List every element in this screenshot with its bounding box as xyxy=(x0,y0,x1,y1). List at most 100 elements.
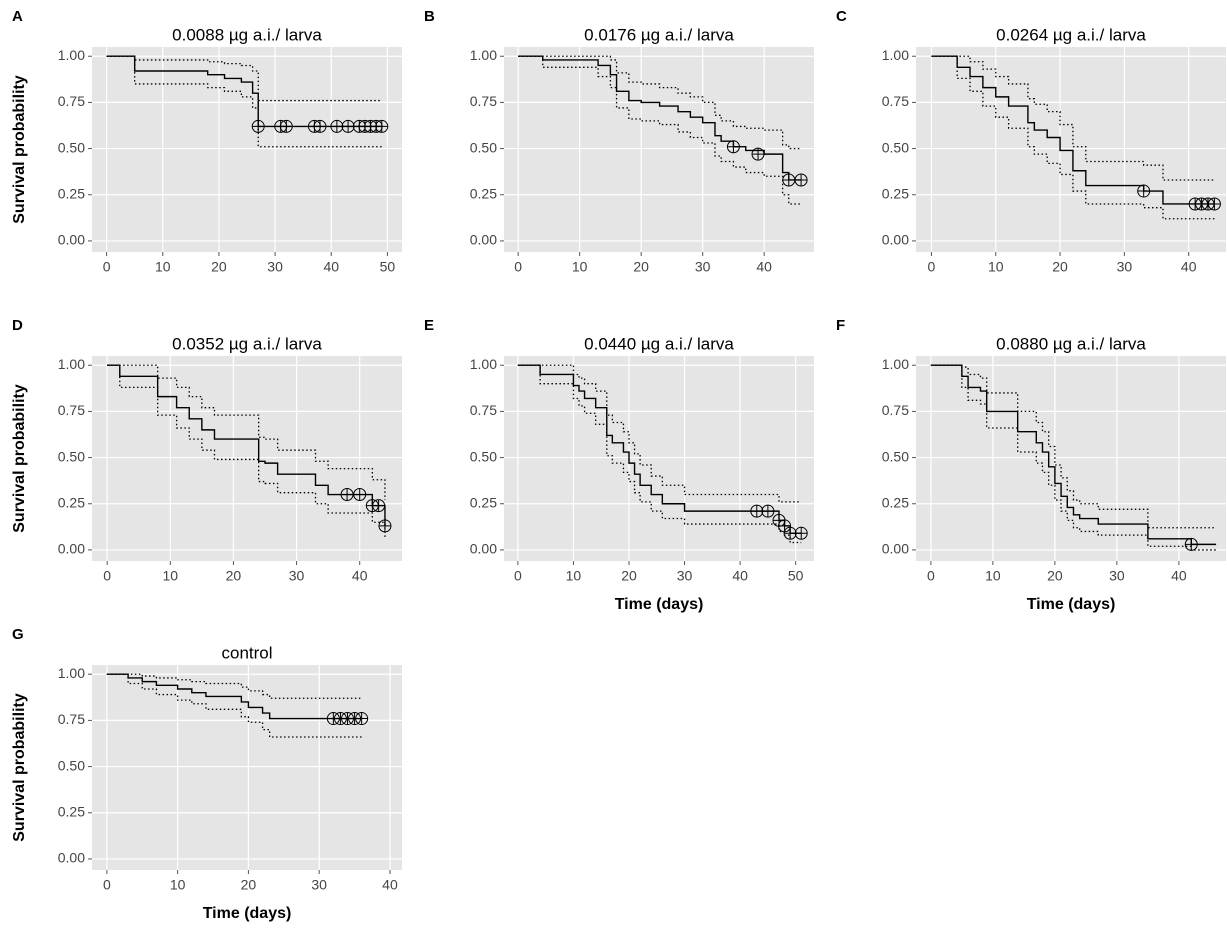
panel-title: 0.0440 µg a.i./ larva xyxy=(584,334,734,353)
censor-plus xyxy=(252,120,265,133)
censor-plus xyxy=(778,519,791,532)
censor-mark xyxy=(783,526,797,540)
panel-title: control xyxy=(221,643,272,662)
censor-mark xyxy=(782,173,796,187)
panel-letter: E xyxy=(424,317,434,334)
x-tick-label: 30 xyxy=(677,568,693,584)
x-tick-label: 40 xyxy=(1181,259,1197,275)
panel: 0.00 0.25 0.50 0.75 1.00 0 10 20 30 40 50 0.0440 µg… xyxy=(424,317,814,613)
y-tick-label: 0.25 xyxy=(58,185,85,201)
confidence-limit xyxy=(931,55,1215,181)
censor-plus xyxy=(727,140,740,153)
censor-plus xyxy=(314,120,327,133)
confidence-limit xyxy=(931,55,1215,220)
y-tick-label: 0.00 xyxy=(470,232,497,248)
censor-plus xyxy=(782,173,795,186)
survival-curve xyxy=(106,55,382,128)
x-tick-label: 30 xyxy=(1117,259,1133,275)
y-axis-label: Survival probability xyxy=(11,384,28,533)
x-tick-label: 10 xyxy=(985,568,1001,584)
y-tick-label: 0.00 xyxy=(882,232,909,248)
y-tick-label: 0.75 xyxy=(58,711,85,727)
plot-background xyxy=(92,356,402,561)
panel-title: 0.0352 µg a.i./ larva xyxy=(172,334,322,353)
y-tick-label: 0.50 xyxy=(470,448,497,464)
y-tick-label: 0.25 xyxy=(58,803,85,819)
plot-background xyxy=(92,47,402,252)
confidence-limit xyxy=(930,364,1217,529)
y-tick-label: 1.00 xyxy=(882,356,909,372)
panel-title: 0.0176 µg a.i./ larva xyxy=(584,25,734,44)
x-tick-label: 40 xyxy=(732,568,748,584)
survival-curve xyxy=(517,364,802,534)
y-tick-label: 0.25 xyxy=(882,494,909,510)
survival-curve xyxy=(107,364,386,526)
y-tick-label: 0.75 xyxy=(470,402,497,418)
censor-mark xyxy=(378,519,392,533)
panel-title: 0.0088 µg a.i./ larva xyxy=(172,25,322,44)
censor-plus xyxy=(784,527,797,540)
censor-plus xyxy=(372,499,385,512)
x-tick-label: 50 xyxy=(380,259,396,275)
x-tick-label: 30 xyxy=(289,568,305,584)
censor-mark xyxy=(341,119,355,133)
survival-curve xyxy=(931,55,1215,205)
x-tick-label: 10 xyxy=(155,259,171,275)
y-axis-label: Survival probability xyxy=(11,75,28,224)
censor-mark xyxy=(750,504,764,518)
y-tick-label: 0.25 xyxy=(58,494,85,510)
panel-letter: D xyxy=(12,317,23,334)
y-tick-label: 1.00 xyxy=(470,47,497,63)
y-tick-label: 0.25 xyxy=(470,494,497,510)
censor-mark xyxy=(340,488,354,502)
x-tick-label: 40 xyxy=(323,259,339,275)
plot-background xyxy=(504,47,814,252)
y-tick-label: 0.50 xyxy=(58,757,85,773)
confidence-limit xyxy=(518,55,802,150)
y-tick-label: 1.00 xyxy=(882,47,909,63)
x-tick-label: 30 xyxy=(311,877,327,893)
x-axis-label: Time (days) xyxy=(203,905,292,922)
plot-background xyxy=(92,665,402,870)
x-axis-label: Time (days) xyxy=(615,596,704,613)
x-tick-label: 0 xyxy=(103,259,111,275)
survival-curve xyxy=(930,364,1217,546)
censor-mark xyxy=(353,488,367,502)
censor-plus xyxy=(752,148,765,161)
censor-mark xyxy=(279,119,293,133)
x-tick-label: 20 xyxy=(621,568,637,584)
censor-plus xyxy=(280,120,293,133)
censor-mark xyxy=(794,173,808,187)
censor-mark xyxy=(372,499,386,513)
x-axis-label: Time (days) xyxy=(1027,596,1116,613)
censor-mark xyxy=(726,140,740,154)
censor-plus xyxy=(1137,185,1150,198)
panel: 0.00 0.25 0.50 0.75 1.00 0 10 20 30 40 control G Sur… xyxy=(11,626,402,922)
plot-background xyxy=(504,356,814,561)
panel-letter: F xyxy=(836,317,845,334)
y-tick-label: 0.75 xyxy=(58,402,85,418)
x-tick-label: 20 xyxy=(241,877,257,893)
confidence-limit xyxy=(106,55,382,102)
y-tick-label: 0.50 xyxy=(470,139,497,155)
y-tick-label: 0.00 xyxy=(58,232,85,248)
censor-plus xyxy=(761,505,774,518)
censor-mark xyxy=(761,504,775,518)
x-tick-label: 0 xyxy=(103,877,111,893)
censor-mark xyxy=(375,119,389,133)
survival-curve xyxy=(106,673,362,720)
y-tick-label: 1.00 xyxy=(470,356,497,372)
censor-plus xyxy=(353,488,366,501)
plot-background xyxy=(916,356,1226,561)
x-tick-label: 10 xyxy=(566,568,582,584)
x-tick-label: 30 xyxy=(1109,568,1125,584)
panel: 0.00 0.25 0.50 0.75 1.00 0 10 20 30 40 0.0880 µg a… xyxy=(836,317,1226,613)
x-tick-label: 10 xyxy=(988,259,1004,275)
x-tick-label: 40 xyxy=(1171,568,1187,584)
censor-mark xyxy=(251,119,265,133)
y-tick-label: 0.00 xyxy=(470,541,497,557)
plot-background xyxy=(916,47,1226,252)
x-tick-label: 30 xyxy=(267,259,283,275)
panel-letter: G xyxy=(12,626,24,643)
